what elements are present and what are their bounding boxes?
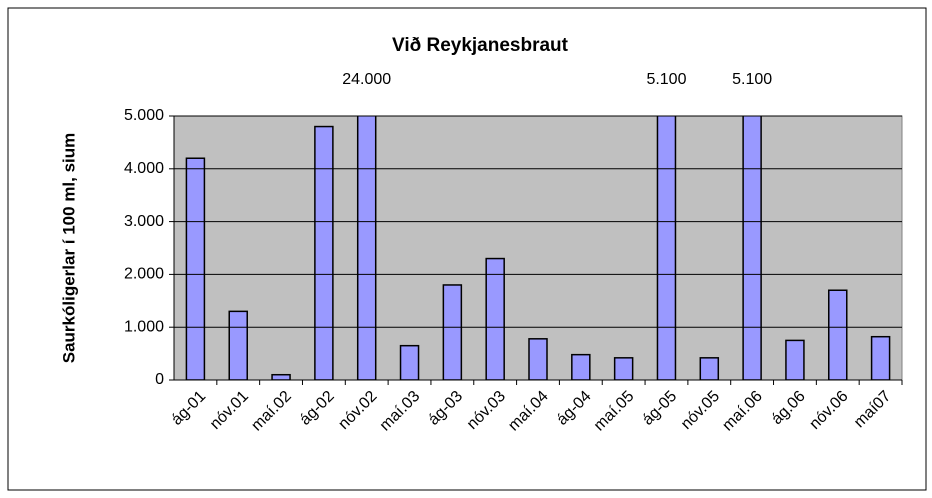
plot-area: [173, 115, 903, 381]
bar: [185, 157, 206, 380]
value-label: 5.100: [732, 71, 772, 88]
bar: [656, 116, 677, 380]
y-tick-label: 3.000: [124, 213, 164, 230]
bar: [870, 335, 891, 380]
bar: [399, 344, 420, 380]
bars: [185, 116, 891, 380]
bar: [785, 339, 805, 380]
y-tick-label: 0: [155, 371, 164, 388]
y-axis-label: Saurkóligerlar í 100 ml, sium: [59, 133, 78, 364]
bar: [571, 353, 591, 380]
value-label: 24.000: [342, 71, 391, 88]
bar: [228, 310, 248, 380]
bar: [528, 338, 548, 380]
y-tick-label: 1.000: [124, 318, 164, 335]
bar: [271, 373, 291, 380]
y-tick-label: 2.000: [124, 266, 164, 283]
y-tick-label: 4.000: [124, 160, 164, 177]
bar: [314, 125, 334, 380]
y-tick-label: 5.000: [124, 107, 164, 124]
bar: [485, 257, 505, 380]
bar: [613, 357, 634, 380]
bar: [442, 284, 463, 380]
value-label: 5.100: [646, 71, 686, 88]
bar: [699, 357, 720, 380]
bar: [742, 116, 762, 380]
chart-title: Við Reykjanesbraut: [392, 35, 569, 56]
bar: [828, 289, 848, 380]
